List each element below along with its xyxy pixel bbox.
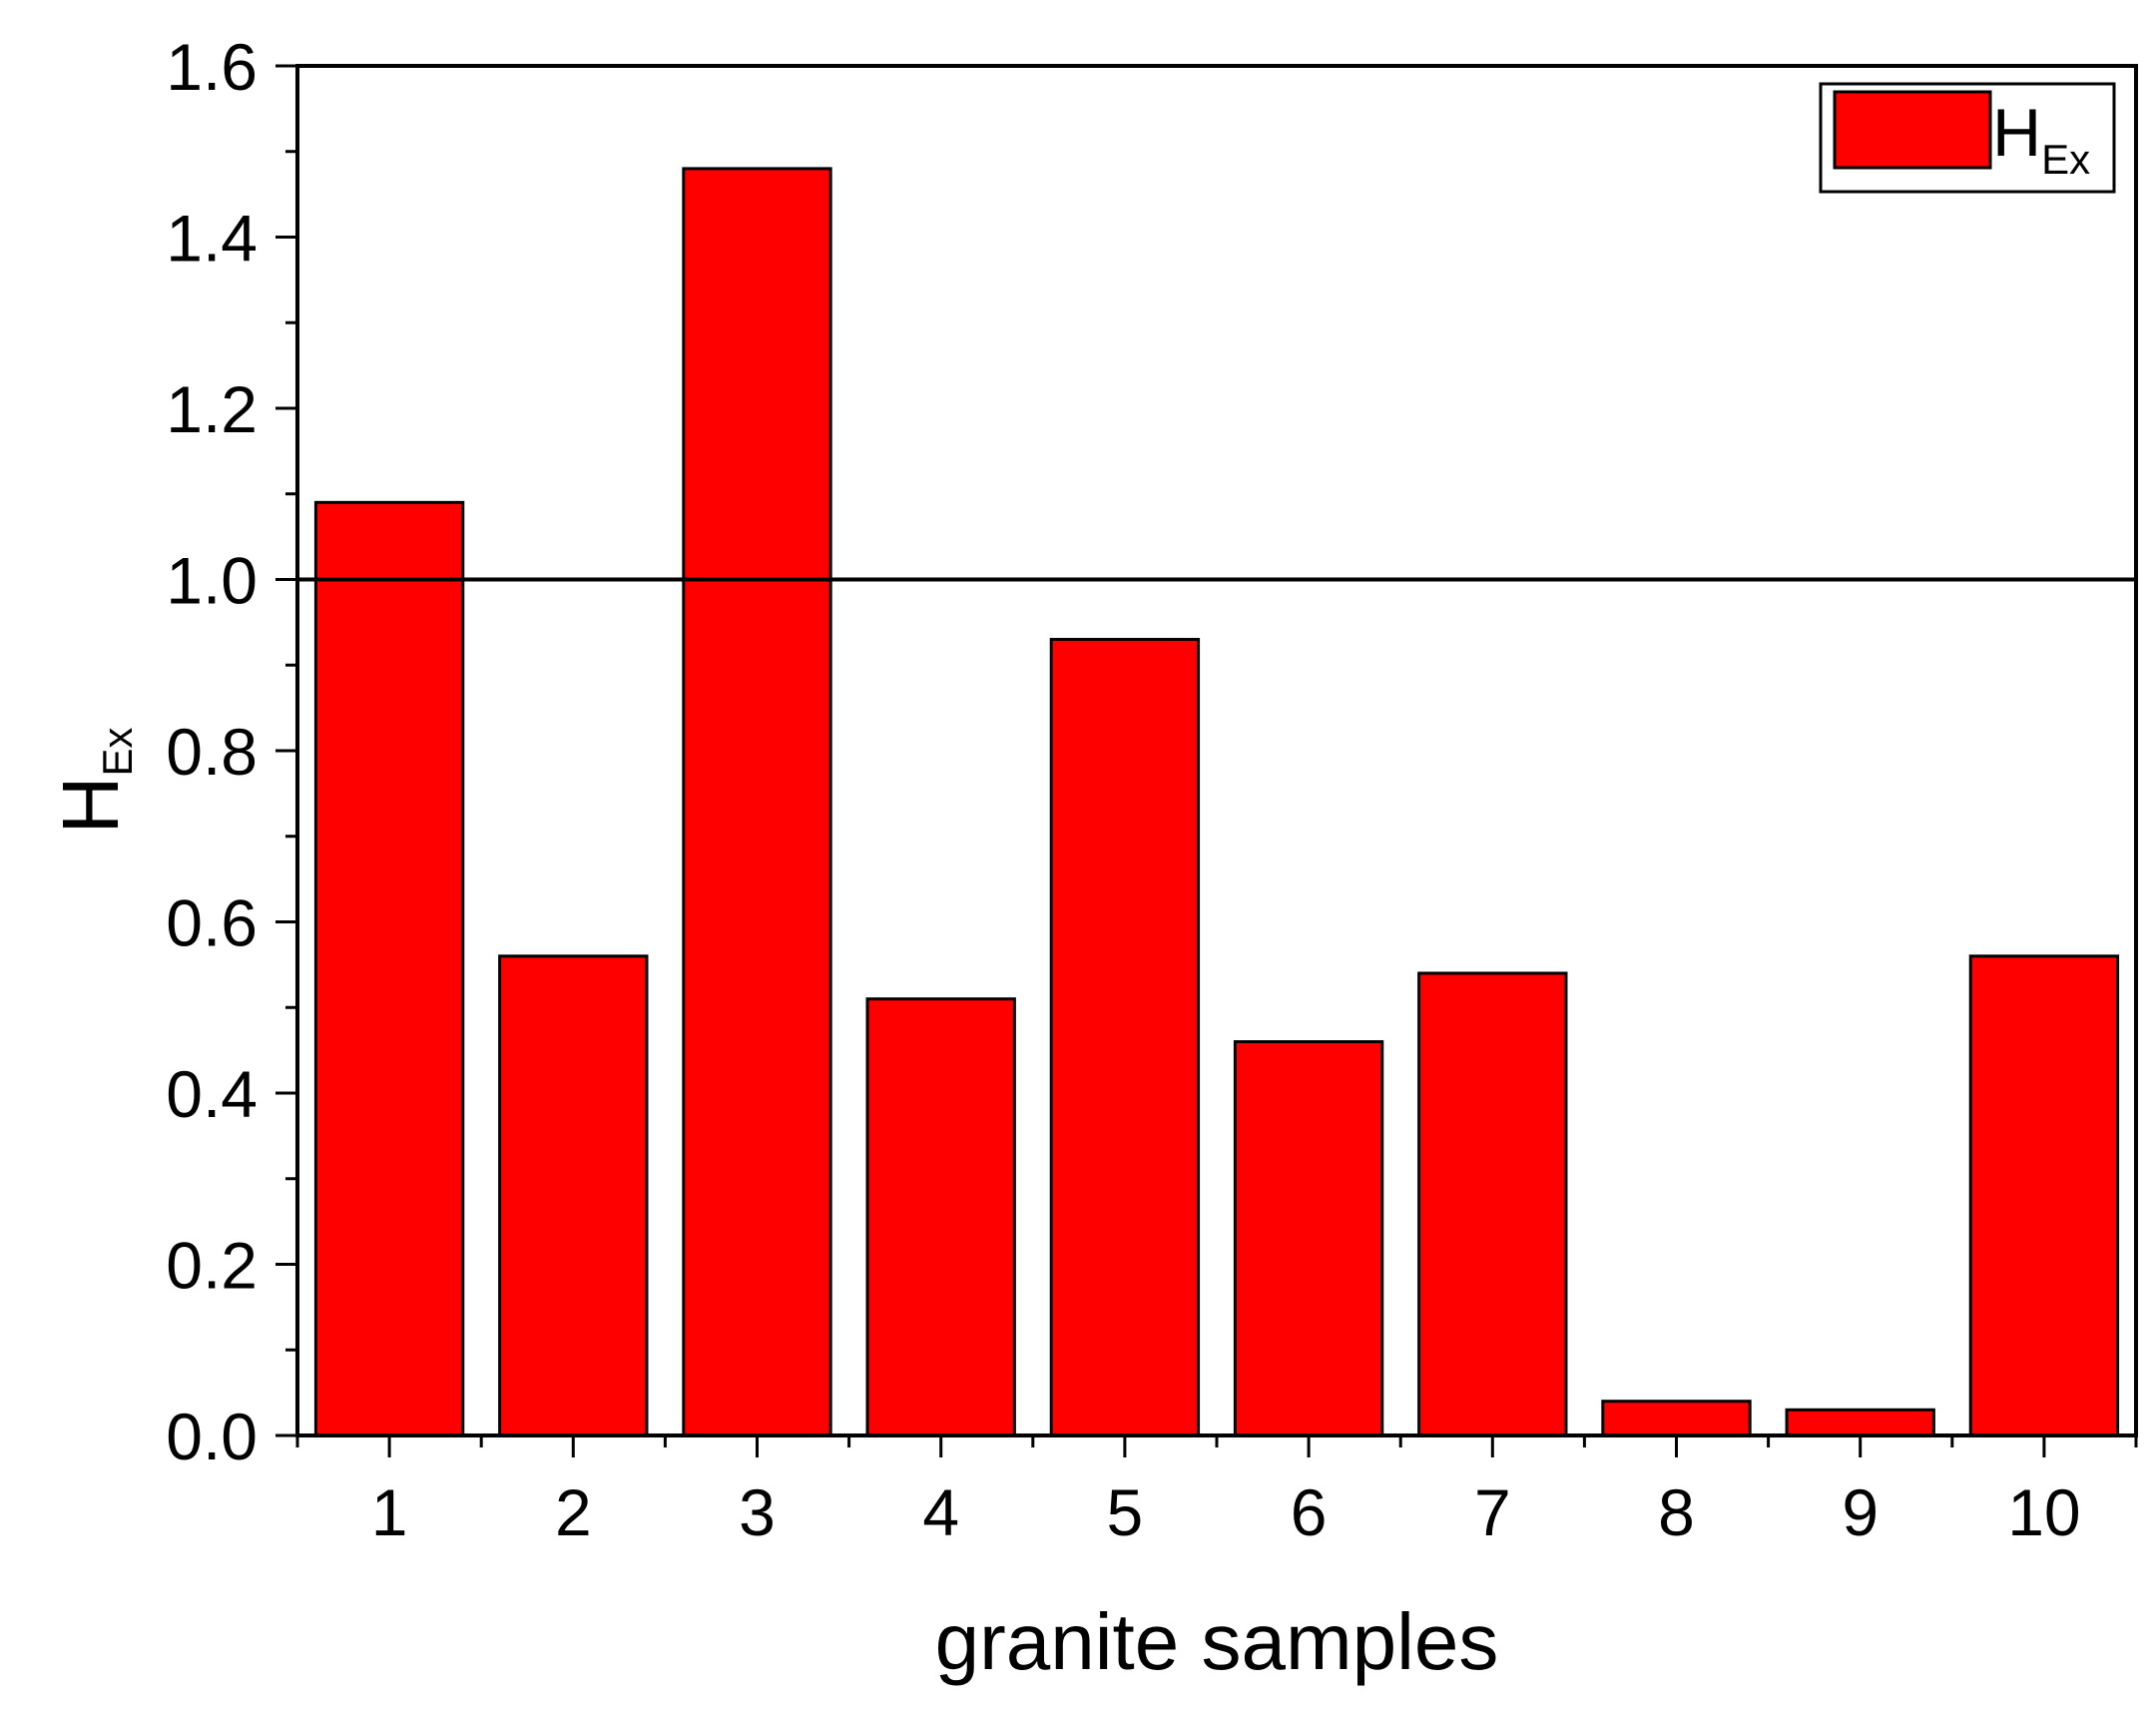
bar-1 [313, 500, 465, 1437]
bar-8 [1601, 1400, 1752, 1437]
y-axis-title-main: H [46, 777, 135, 835]
y-axis-title-subscript: Ex [94, 728, 141, 777]
bar-3 [682, 167, 832, 1437]
x-tick-label: 6 [1291, 1475, 1328, 1549]
x-tick-label: 1 [371, 1475, 408, 1549]
bar-4 [865, 997, 1016, 1437]
y-tick-label: 0.2 [166, 1229, 258, 1303]
y-tick-label: 1.4 [166, 202, 258, 276]
y-tick-label: 0.0 [166, 1400, 258, 1473]
x-tick-label: 3 [739, 1475, 776, 1549]
y-tick-label: 1.0 [166, 544, 258, 618]
x-tick-labels: 1 2 3 4 5 6 7 8 9 10 [371, 1475, 2081, 1549]
x-tick-label: 8 [1658, 1475, 1695, 1549]
y-tick-label: 0.8 [166, 715, 258, 789]
x-tick-label: 9 [1842, 1475, 1879, 1549]
y-tick-label: 0.4 [166, 1057, 258, 1131]
ticks-layer [275, 64, 2138, 1457]
legend: HEx [1819, 82, 2116, 194]
bar-2 [498, 954, 649, 1437]
y-tick-label: 0.6 [166, 886, 258, 960]
x-tick-label: 10 [2007, 1475, 2080, 1549]
y-tick-label: 1.6 [166, 30, 258, 104]
x-tick-label: 5 [1107, 1475, 1144, 1549]
legend-label-subscript: Ex [2041, 136, 2090, 183]
y-tick-label: 1.2 [166, 372, 258, 446]
bar-5 [1049, 638, 1201, 1437]
x-tick-label: 2 [555, 1475, 592, 1549]
x-axis-title: granite samples [935, 1597, 1499, 1686]
y-axis-title: HEx [46, 728, 141, 835]
bar-7 [1417, 971, 1568, 1437]
legend-label-main: H [1992, 95, 2041, 171]
legend-swatch [1833, 90, 1992, 170]
bar-6 [1233, 1040, 1384, 1437]
legend-label: HEx [1992, 95, 2090, 183]
bar-9 [1785, 1408, 1935, 1437]
x-tick-label: 4 [922, 1475, 959, 1549]
y-tick-labels: 0.0 0.2 0.4 0.6 0.8 1.0 1.2 1.4 1.6 [166, 30, 258, 1473]
bar-10 [1968, 954, 2120, 1437]
x-tick-label: 7 [1474, 1475, 1511, 1549]
bars-layer [313, 167, 2120, 1437]
